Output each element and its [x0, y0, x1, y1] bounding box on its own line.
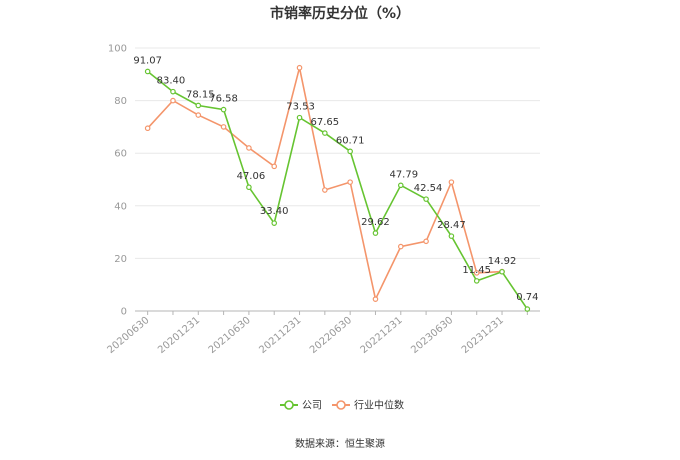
y-tick-label: 20: [114, 254, 127, 265]
data-label: 11.45: [462, 265, 491, 276]
data-point: [322, 187, 328, 193]
legend-swatch-marker: [284, 400, 294, 410]
data-point: [499, 268, 505, 275]
legend-swatch-marker: [336, 400, 346, 410]
y-tick-label: 80: [114, 96, 127, 107]
data-point: [195, 102, 202, 109]
data-point: [220, 124, 227, 130]
x-tick-label: 20231231: [460, 315, 506, 356]
x-tick-label: 20200630: [106, 315, 152, 356]
data-point: [144, 125, 151, 132]
data-point: [170, 88, 176, 95]
chart-title: 市销率历史分位（%）: [270, 5, 410, 22]
legend-label: 公司: [302, 401, 322, 412]
y-tick-label: 0: [121, 307, 127, 318]
x-tick-label: 20210630: [207, 315, 253, 356]
legend[interactable]: 公司 行业中位数: [280, 399, 404, 412]
data-point: [195, 112, 202, 118]
data-label: 91.07: [133, 55, 162, 66]
series-lines: [144, 64, 531, 312]
data-point: [397, 182, 404, 189]
x-tick-label: 20221231: [359, 315, 405, 356]
data-point: [473, 278, 480, 284]
data-label: 67.65: [311, 117, 340, 128]
data-point: [296, 114, 303, 121]
data-point: [448, 233, 455, 239]
data-point: [246, 145, 252, 151]
data-point: [271, 220, 278, 226]
x-axis: 20200630 20201231 20210630 20211231 20220630…: [106, 310, 540, 356]
data-point: [372, 296, 379, 302]
y-tick-label: 100: [108, 44, 127, 55]
data-label: 14.92: [488, 256, 517, 267]
data-label: 47.06: [237, 171, 266, 182]
data-point: [246, 184, 252, 191]
data-label: 33.40: [260, 206, 289, 217]
data-point: [322, 130, 328, 136]
data-label: 78.15: [186, 89, 215, 100]
data-label: 47.79: [389, 169, 418, 180]
data-point: [220, 106, 227, 113]
legend-item-company[interactable]: 公司: [280, 400, 322, 412]
data-point: [144, 68, 151, 75]
series-line-company: [147, 70, 528, 310]
y-tick-label: 60: [114, 149, 127, 160]
data-label: 60.71: [336, 135, 365, 146]
data-point: [423, 238, 429, 245]
data-point: [372, 230, 379, 236]
data-label: 73.53: [286, 102, 315, 113]
legend-label: 行业中位数: [354, 399, 404, 412]
data-point: [296, 64, 303, 71]
x-tick-label: 20230630: [409, 315, 455, 356]
data-label: 29.62: [361, 217, 390, 228]
data-label: 28.47: [437, 220, 466, 231]
data-point: [524, 306, 531, 312]
data-label: 0.74: [516, 292, 538, 303]
data-point: [271, 163, 278, 170]
data-label: 83.40: [157, 76, 186, 87]
legend-item-industry-median[interactable]: 行业中位数: [332, 399, 404, 412]
x-tick-label: 20201231: [156, 315, 202, 356]
data-label: 76.58: [209, 94, 238, 105]
data-point: [347, 148, 353, 155]
x-tick-label: 20220630: [308, 315, 354, 356]
series-line-industry-median: [147, 67, 503, 302]
x-tick-label: 20211231: [257, 315, 303, 356]
data-label: 42.54: [414, 183, 443, 194]
data-point: [448, 179, 455, 185]
data-point: [423, 196, 429, 202]
data-point: [397, 243, 404, 250]
data-point: [473, 270, 480, 276]
data-point: [347, 179, 353, 185]
y-axis: 0 20 40 60 80 100: [108, 44, 127, 318]
data-point: [170, 97, 176, 104]
y-tick-label: 40: [114, 201, 127, 212]
source-note: 数据来源：恒生聚源: [295, 437, 385, 450]
gridlines: [135, 47, 540, 259]
